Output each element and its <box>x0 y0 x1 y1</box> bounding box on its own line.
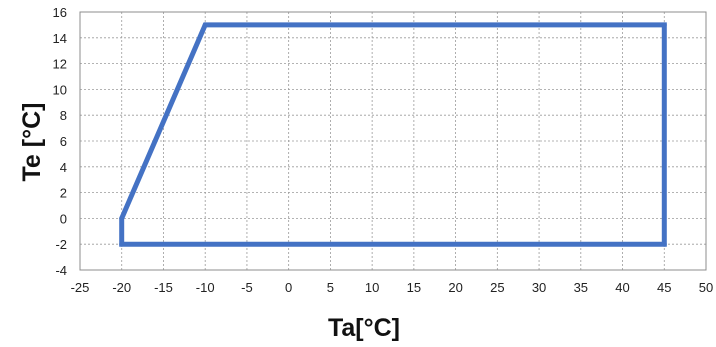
x-tick-label: -20 <box>112 280 131 295</box>
y-tick-label: 16 <box>53 5 67 20</box>
x-tick-labels: -25 -20 -15 -10 -5 0 5 10 15 20 25 30 35 40 45 50 <box>71 280 714 295</box>
series-point <box>661 22 667 28</box>
y-tick-label: 2 <box>60 186 67 201</box>
x-tick-label: 45 <box>657 280 671 295</box>
y-tick-label: 8 <box>60 108 67 123</box>
x-tick-label: -10 <box>196 280 215 295</box>
plot-area-border <box>79 11 707 271</box>
x-tick-label: -5 <box>241 280 253 295</box>
series-point <box>119 241 125 247</box>
y-axis-title: Te [°C] <box>18 103 46 182</box>
series-line <box>119 22 667 247</box>
x-tick-label: -15 <box>154 280 173 295</box>
y-tick-label: 10 <box>53 82 67 97</box>
y-tick-labels: -4 -2 0 2 4 6 8 10 12 14 16 <box>53 5 67 278</box>
x-tick-label: 0 <box>285 280 292 295</box>
x-tick-label: 25 <box>490 280 504 295</box>
x-tick-label: 5 <box>327 280 334 295</box>
y-tick-label: 6 <box>60 134 67 149</box>
x-tick-label: 20 <box>448 280 462 295</box>
series-layer <box>119 22 667 247</box>
y-tick-label: -4 <box>55 263 67 278</box>
plot-border <box>79 11 707 271</box>
x-tick-label: -25 <box>71 280 90 295</box>
x-tick-label: 50 <box>699 280 713 295</box>
series-point <box>202 22 208 28</box>
x-tick-label: 35 <box>574 280 588 295</box>
x-tick-label: 10 <box>365 280 379 295</box>
y-tick-label: 0 <box>60 211 67 226</box>
x-tick-label: 40 <box>615 280 629 295</box>
series-point <box>661 241 667 247</box>
x-axis-title: Ta[°C] <box>328 314 400 342</box>
y-tick-label: 12 <box>53 57 67 72</box>
x-tick-label: 15 <box>407 280 421 295</box>
y-tick-label: -2 <box>55 237 67 252</box>
y-tick-label: 14 <box>53 31 67 46</box>
y-tick-label: 4 <box>60 160 67 175</box>
grid-lines <box>80 12 706 270</box>
series-point <box>119 215 125 221</box>
x-tick-label: 30 <box>532 280 546 295</box>
